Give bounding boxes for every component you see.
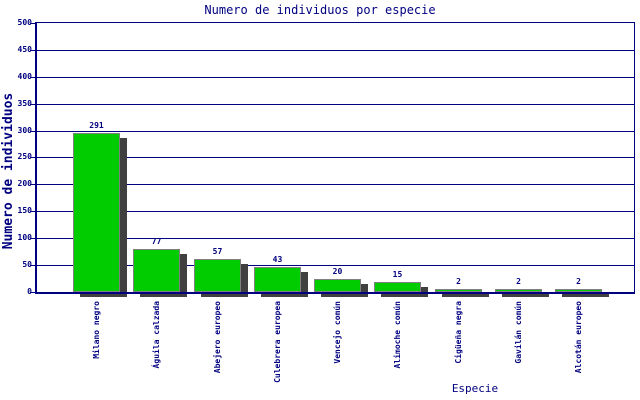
gridline bbox=[37, 50, 634, 51]
bar bbox=[254, 267, 301, 292]
bar bbox=[314, 279, 361, 292]
y-axis-tick bbox=[30, 104, 35, 105]
y-axis-tick bbox=[30, 292, 35, 293]
bar-category-label: Gavilán común bbox=[514, 301, 523, 364]
bar-value-label: 291 bbox=[89, 121, 104, 130]
y-tick-label: 0 bbox=[27, 287, 32, 296]
gridline bbox=[37, 184, 634, 185]
y-tick-label: 450 bbox=[17, 45, 32, 54]
bar-value-label: 77 bbox=[151, 237, 162, 246]
gridline bbox=[37, 104, 634, 105]
bar-category-label: Abejero europeo bbox=[213, 301, 222, 374]
bar bbox=[435, 289, 482, 292]
bar bbox=[133, 249, 180, 292]
y-axis-tick bbox=[30, 77, 35, 78]
bar-value-label: 20 bbox=[332, 267, 343, 276]
bar-category-label: Milano negro bbox=[92, 301, 101, 359]
x-axis-line bbox=[35, 292, 635, 294]
plot-area bbox=[35, 22, 635, 293]
gridline bbox=[37, 265, 634, 266]
y-axis-tick bbox=[30, 23, 35, 24]
y-tick-label: 200 bbox=[17, 179, 32, 188]
bar-value-label: 2 bbox=[576, 277, 581, 286]
bar-category-label: Alcotán europeo bbox=[574, 301, 583, 374]
y-tick-label: 250 bbox=[17, 152, 32, 161]
y-axis-tick bbox=[30, 184, 35, 185]
y-axis-tick bbox=[30, 238, 35, 239]
bar bbox=[374, 282, 421, 292]
gridline bbox=[37, 238, 634, 239]
bar-value-label: 15 bbox=[392, 270, 403, 279]
bar bbox=[73, 133, 120, 292]
bar bbox=[495, 289, 542, 292]
bar-value-label: 2 bbox=[456, 277, 461, 286]
y-tick-label: 350 bbox=[17, 99, 32, 108]
gridline bbox=[37, 131, 634, 132]
y-axis-tick bbox=[30, 265, 35, 266]
bar-category-label: Cigüeña negra bbox=[454, 301, 463, 364]
bar-value-label: 57 bbox=[212, 247, 223, 256]
y-tick-label: 100 bbox=[17, 233, 32, 242]
chart-title: Numero de individuos por especie bbox=[204, 3, 436, 17]
y-axis-tick bbox=[30, 157, 35, 158]
bar bbox=[194, 259, 241, 292]
y-axis-tick bbox=[30, 131, 35, 132]
y-axis-tick bbox=[30, 211, 35, 212]
gridline bbox=[37, 77, 634, 78]
y-axis-tick bbox=[30, 50, 35, 51]
bar-category-label: Culebrera europea bbox=[273, 301, 282, 383]
bar-category-label: Águila calzada bbox=[152, 301, 161, 369]
y-tick-label: 500 bbox=[17, 18, 32, 27]
gridline bbox=[37, 211, 634, 212]
bar bbox=[555, 289, 602, 292]
bar-value-label: 2 bbox=[516, 277, 521, 286]
y-tick-label: 150 bbox=[17, 206, 32, 215]
x-axis-title: Especie bbox=[451, 382, 499, 395]
bar-shadow bbox=[502, 294, 549, 297]
bar-value-label: 43 bbox=[272, 255, 283, 264]
bar-category-label: Alimoche común bbox=[393, 301, 402, 369]
bar-shadow bbox=[442, 294, 489, 297]
y-tick-label: 400 bbox=[17, 72, 32, 81]
bar-shadow bbox=[562, 294, 609, 297]
bar-category-label: Vencejo común bbox=[333, 301, 342, 364]
y-tick-label: 300 bbox=[17, 126, 32, 135]
y-tick-label: 50 bbox=[22, 260, 32, 269]
gridline bbox=[37, 157, 634, 158]
